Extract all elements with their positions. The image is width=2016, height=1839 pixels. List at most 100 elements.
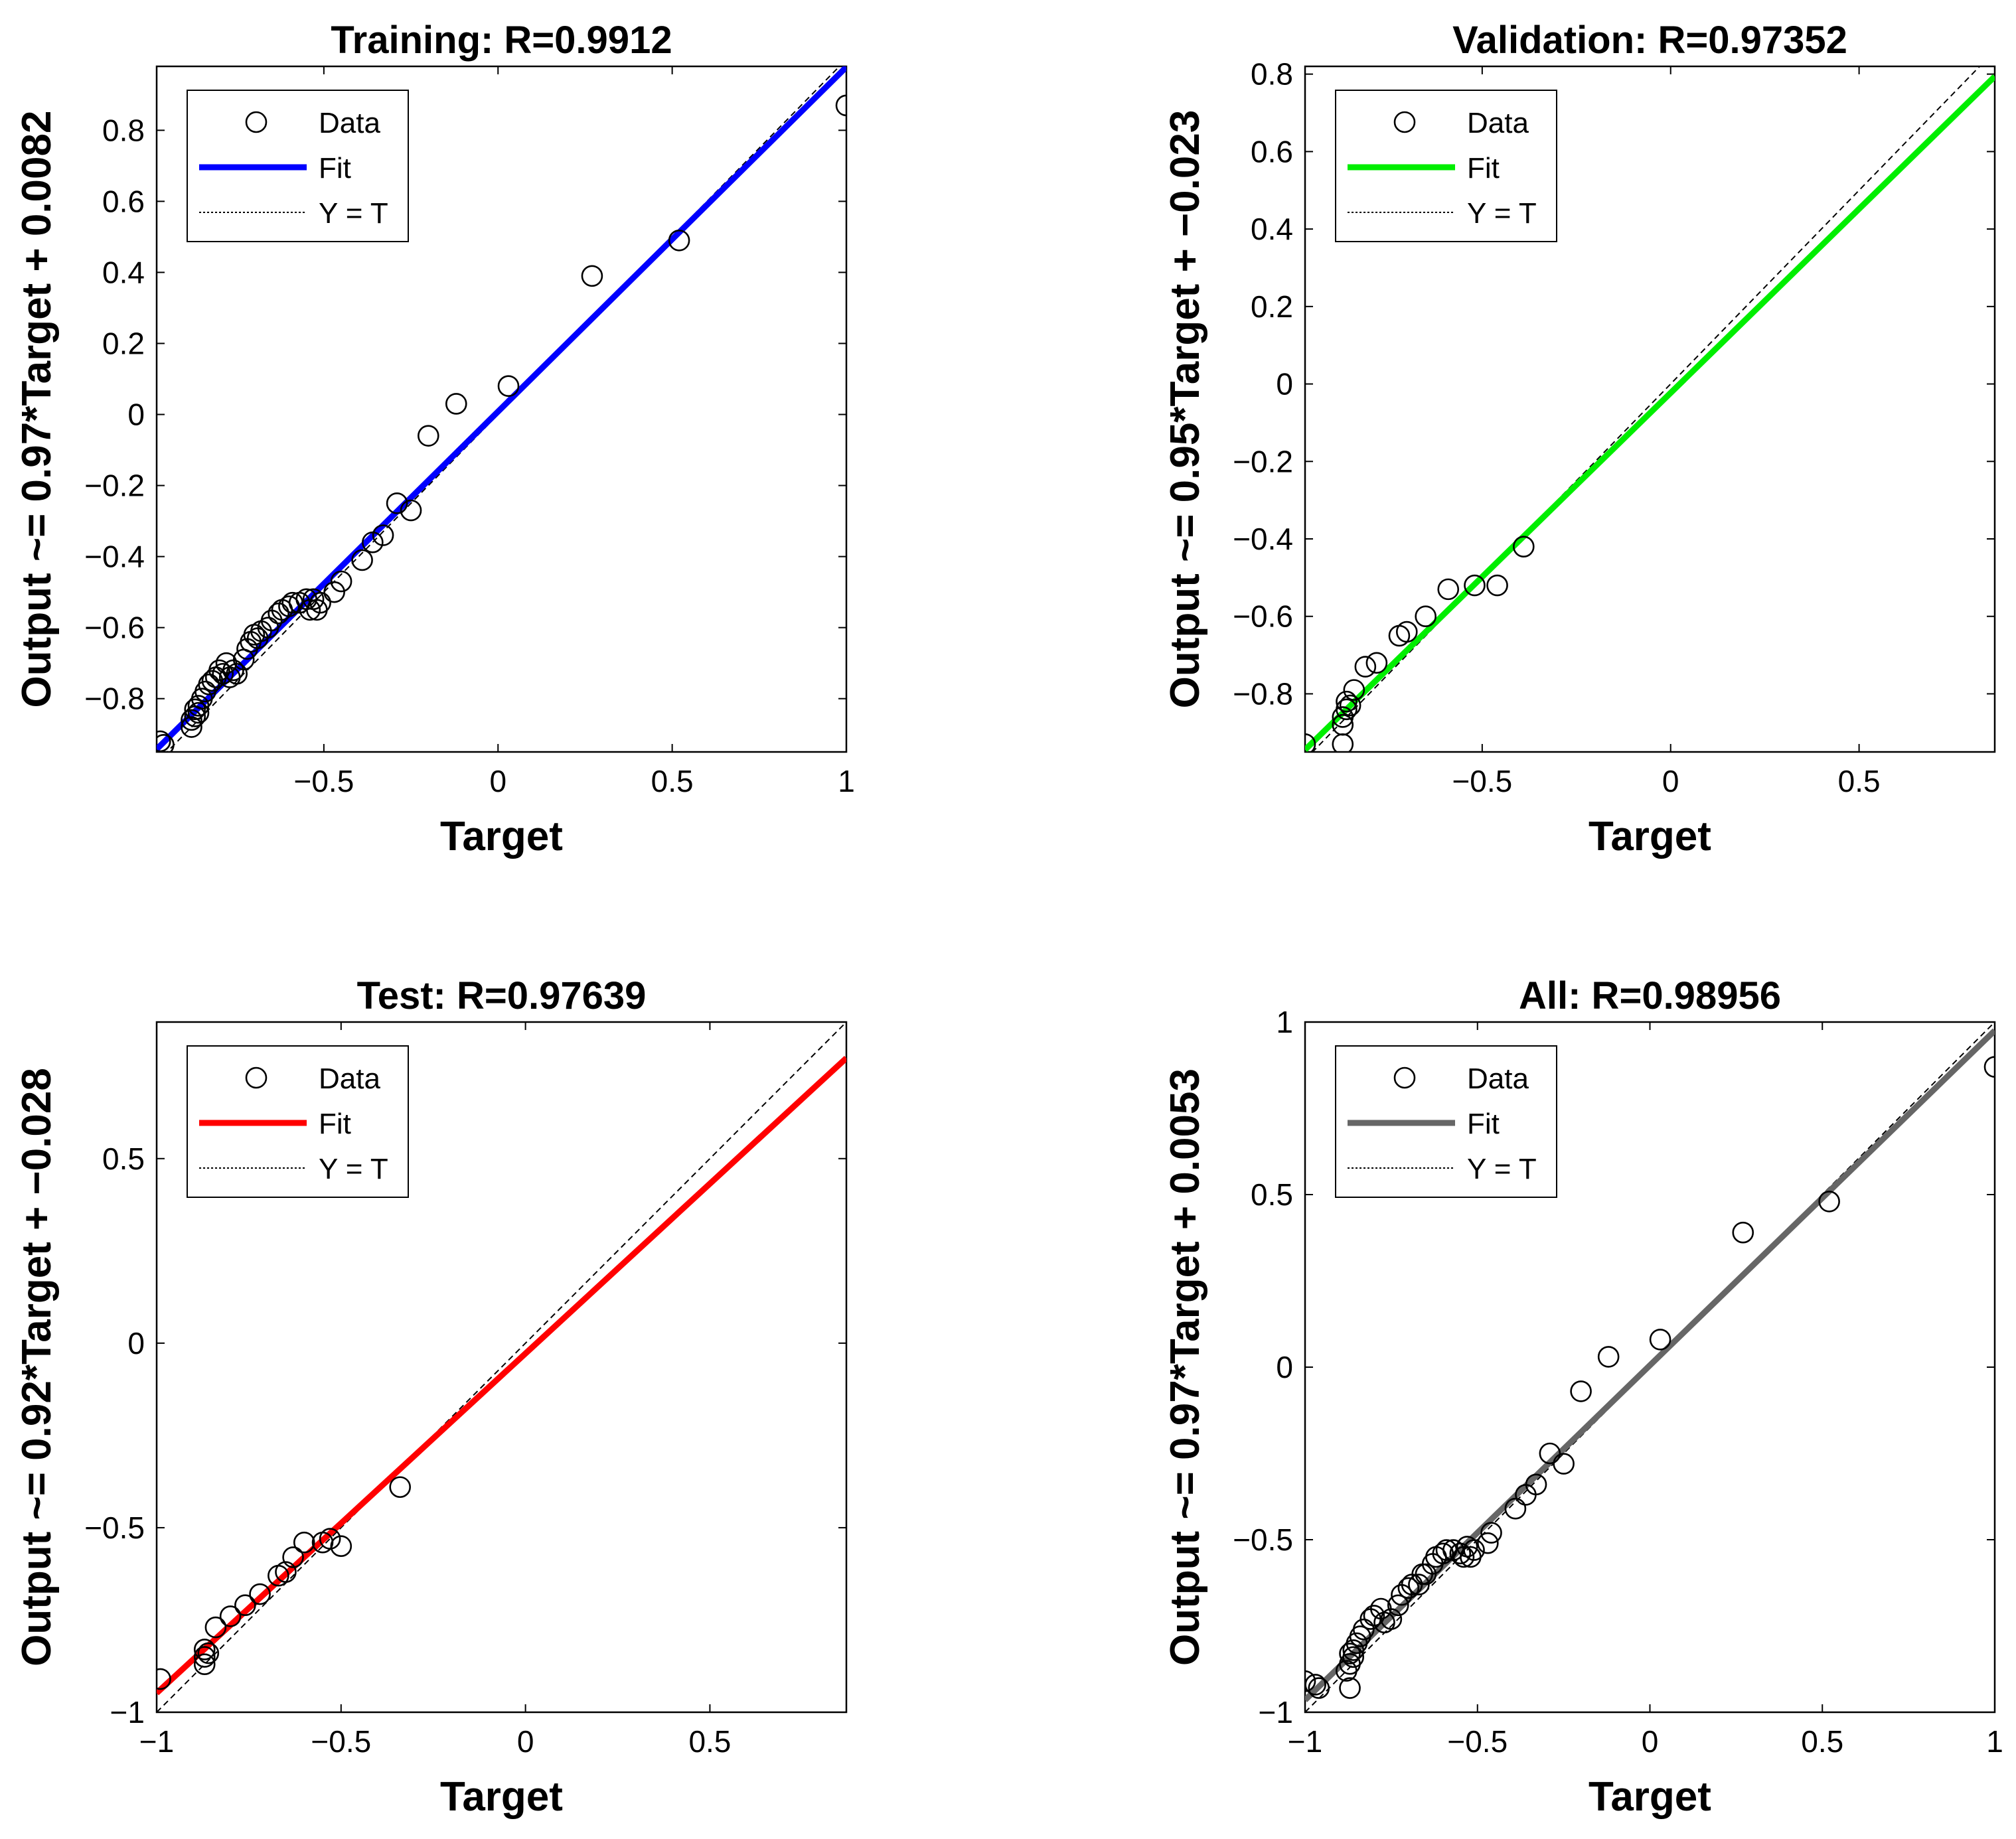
data-point xyxy=(181,709,202,731)
test-y-label: Output ~= 0.92*Target + −0.028 xyxy=(14,1068,60,1666)
legend-label-data: Data xyxy=(319,1063,380,1095)
data-point xyxy=(268,602,289,625)
y-tick-label: −0.5 xyxy=(84,1510,145,1545)
data-point xyxy=(1305,1670,1316,1692)
x-tick-label: 0.5 xyxy=(688,1724,731,1759)
validation-plot-area xyxy=(1305,66,1995,752)
data-point xyxy=(330,570,352,593)
data-point xyxy=(1336,690,1357,713)
data-point xyxy=(386,492,408,514)
y-tick-label: −1 xyxy=(110,1695,145,1729)
data-point xyxy=(1305,733,1316,752)
data-point xyxy=(157,733,175,752)
data-point xyxy=(1397,1577,1420,1599)
data-point xyxy=(299,599,321,621)
data-point xyxy=(193,1639,216,1660)
training-fit-line xyxy=(157,66,846,752)
data-point xyxy=(193,1653,216,1676)
all-title: All: R=0.98956 xyxy=(1519,974,1781,1017)
x-tick-label: 0 xyxy=(1662,764,1679,798)
legend-label-ideal: Y = T xyxy=(319,197,388,230)
data-point xyxy=(1818,1191,1840,1213)
y-tick-label: 0.2 xyxy=(102,326,145,360)
data-point xyxy=(1308,1677,1330,1699)
data-point xyxy=(1449,1542,1472,1565)
legend-label-ideal: Y = T xyxy=(319,1153,388,1185)
validation-y-label: Output ~= 0.95*Target + −0.023 xyxy=(1162,110,1208,709)
y-tick-label: 0.5 xyxy=(1251,1177,1293,1212)
data-point xyxy=(372,524,394,546)
data-point xyxy=(1336,698,1357,721)
data-point xyxy=(1305,1674,1326,1696)
data-point xyxy=(1432,1542,1454,1565)
data-point xyxy=(1504,1497,1527,1520)
legend-label-ideal: Y = T xyxy=(1467,197,1537,230)
data-point xyxy=(1387,1594,1409,1617)
test-legend: Data Fit Y = T xyxy=(187,1045,409,1198)
x-tick-label: 0.5 xyxy=(651,764,694,798)
data-point xyxy=(1415,605,1436,628)
all-plot-area xyxy=(1305,1022,1995,1712)
data-point xyxy=(193,1646,216,1668)
x-tick-label: 1 xyxy=(1986,1724,2003,1759)
data-point xyxy=(362,531,384,553)
data-point xyxy=(1365,652,1388,674)
y-tick-label: −0.2 xyxy=(84,469,145,503)
training-x-label: Target xyxy=(440,814,563,859)
data-point xyxy=(668,229,690,252)
data-point xyxy=(1464,574,1486,597)
data-point xyxy=(309,591,331,614)
data-point xyxy=(282,1546,304,1568)
x-tick-label: 1 xyxy=(838,764,855,798)
legend-label-fit: Fit xyxy=(319,152,351,184)
data-point xyxy=(157,1668,171,1690)
data-point xyxy=(1649,1329,1671,1351)
legend-label-data: Data xyxy=(1467,107,1529,139)
data-point xyxy=(1525,1473,1547,1496)
x-tick-label: −0.5 xyxy=(1447,1724,1508,1759)
data-point xyxy=(497,375,520,398)
data-point xyxy=(1395,621,1418,643)
data-point xyxy=(275,1561,297,1583)
data-point xyxy=(1480,1522,1502,1544)
data-point xyxy=(1513,536,1535,557)
data-point xyxy=(226,662,248,685)
training-y-label: Output ~= 0.97*Target + 0.0082 xyxy=(14,111,60,708)
y-tick-label: 0.8 xyxy=(1251,57,1293,92)
validation-title: Validation: R=0.97352 xyxy=(1452,19,1847,62)
data-point xyxy=(581,265,603,287)
data-point xyxy=(323,581,345,603)
data-point xyxy=(1983,1056,1995,1078)
y-tick-label: −0.8 xyxy=(1233,676,1293,711)
y-tick-label: 0.5 xyxy=(102,1141,145,1176)
data-point xyxy=(1342,1646,1365,1668)
data-point xyxy=(1539,1442,1561,1465)
y-tick-label: 0 xyxy=(1276,1350,1293,1384)
data-point xyxy=(1477,1532,1499,1554)
y-tick-label: −0.6 xyxy=(84,611,145,645)
y-tick-label: −0.6 xyxy=(1233,599,1293,634)
x-tick-label: −1 xyxy=(1288,1724,1322,1759)
legend-data-marker xyxy=(1393,1067,1416,1089)
training-panel: −0.5 0 0.5 1 −0.8 −0.6 −0.4 −0.2 0 0.2 0.4 0.6 0.8 Tr… xyxy=(14,19,855,859)
y-tick-label: −0.4 xyxy=(84,540,145,574)
data-point xyxy=(181,716,202,738)
data-point xyxy=(1597,1346,1620,1368)
data-point xyxy=(187,701,210,724)
test-x-label: Target xyxy=(440,1774,563,1820)
test-fit-line xyxy=(157,1055,846,1696)
y-tick-label: 0.2 xyxy=(1251,289,1293,324)
data-point xyxy=(1437,578,1460,601)
training-plot-area xyxy=(157,66,846,752)
legend-label-data: Data xyxy=(1467,1063,1529,1095)
y-tick-label: 0 xyxy=(1276,367,1293,402)
data-point xyxy=(1463,1539,1485,1561)
data-point xyxy=(1570,1380,1592,1402)
validation-panel: −0.5 0 0.5 −0.8 −0.6 −0.4 −0.2 0 0.2 0.4 0.6 0.8 Val… xyxy=(1162,19,1996,859)
legend-label-data: Data xyxy=(319,107,380,139)
data-point xyxy=(1343,679,1365,701)
legend-label-ideal: Y = T xyxy=(1467,1153,1537,1185)
data-point xyxy=(293,1531,315,1554)
data-point xyxy=(197,1642,220,1664)
data-point xyxy=(204,1616,227,1639)
